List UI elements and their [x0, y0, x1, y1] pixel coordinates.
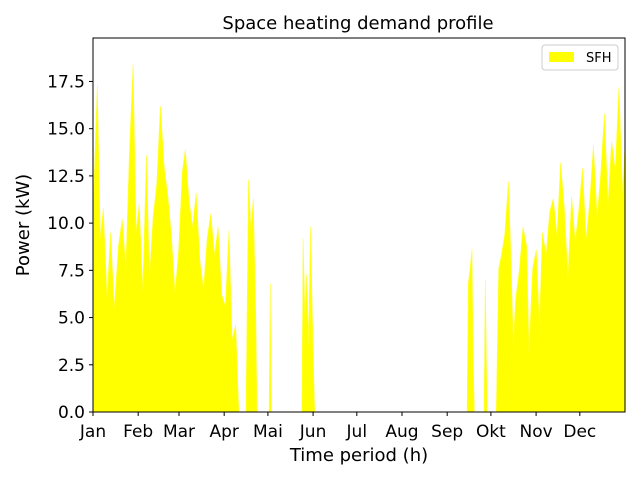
y-tick-label: 0.0 [58, 403, 85, 423]
plot-area [92, 64, 626, 413]
y-axis-label: Power (kW) [13, 174, 34, 276]
x-tick-label: Aug [385, 422, 418, 442]
chart-title: Space heating demand profile [222, 13, 493, 34]
y-axis: 0.0 2.5 5.0 7.5 10.0 12.5 15.0 17.5 [47, 72, 93, 423]
x-axis-label: Time period (h) [289, 445, 428, 466]
y-tick-label: 5.0 [58, 309, 85, 329]
series-area-sfh [92, 64, 626, 413]
legend-swatch-sfh [549, 52, 574, 62]
x-tick-label: Jun [299, 422, 327, 442]
legend-label-sfh: SFH [586, 51, 612, 66]
plot-frame [92, 37, 626, 413]
x-tick-label: Okt [476, 422, 506, 442]
x-tick-label: Mar [163, 422, 195, 442]
legend: SFH [541, 44, 619, 71]
y-tick-label: 12.5 [47, 167, 85, 187]
x-tick-label: Feb [123, 422, 153, 442]
y-tick-label: 15.0 [47, 120, 85, 140]
y-tick-label: 10.0 [47, 214, 85, 234]
x-tick-label: Jul [346, 422, 368, 442]
x-tick-label: Apr [209, 422, 238, 442]
x-tick-label: Nov [519, 422, 552, 442]
x-tick-label: Mai [253, 422, 283, 442]
x-tick-label: Sep [431, 422, 463, 442]
y-tick-label: 7.5 [58, 261, 85, 281]
x-axis: Jan Feb Mar Apr Mai Jun Jul Aug Sep Okt Nov Dec [79, 412, 596, 442]
x-tick-label: Dec [563, 422, 596, 442]
legend-box [541, 44, 619, 71]
x-tick-label: Jan [79, 422, 106, 442]
y-tick-label: 17.5 [47, 72, 85, 92]
y-tick-label: 2.5 [58, 356, 85, 376]
